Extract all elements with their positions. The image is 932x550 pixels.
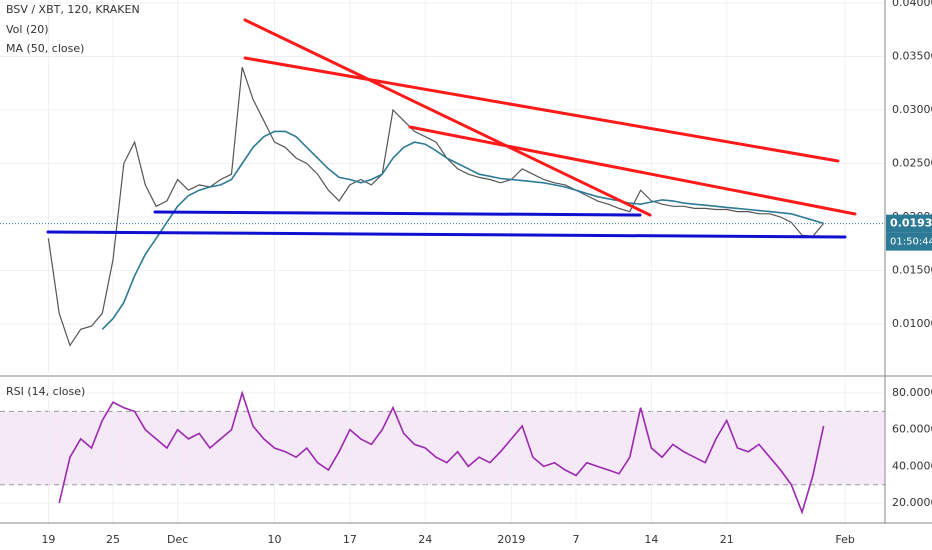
trendline [408, 125, 857, 216]
rsi-band [0, 411, 885, 485]
grid [0, 0, 885, 523]
series-line [58, 390, 825, 515]
x-tick-label: 24 [418, 533, 432, 546]
x-tick-label: 25 [106, 533, 120, 546]
trendlines [46, 18, 857, 239]
x-tick-label: 19 [41, 533, 55, 546]
rsi-title: RSI (14, close) [6, 385, 85, 398]
trendline [243, 56, 840, 163]
y-tick-label: 40.0000 [892, 459, 932, 472]
indicator-label: MA (50, close) [6, 42, 84, 55]
y-tick-label: 0.04000 [892, 0, 932, 9]
data [47, 67, 825, 515]
trendline [46, 230, 847, 239]
x-tick-label: 14 [644, 533, 658, 546]
y-tick-label: 60.0000 [892, 423, 932, 436]
y-tick-label: 80.0000 [892, 386, 932, 399]
countdown-tag [886, 232, 932, 251]
last-price-tag [886, 214, 932, 233]
countdown-label: 01:50:44 [890, 237, 932, 248]
x-tick-label: 17 [343, 533, 357, 546]
series-line [101, 130, 824, 330]
x-tick-label: Feb [835, 533, 854, 546]
x-tick-label: 21 [720, 533, 734, 546]
trendline [153, 210, 642, 217]
indicator-label: Vol (20) [6, 23, 49, 36]
x-tick-label: Dec [167, 533, 188, 546]
x-tick-label: 7 [573, 533, 580, 546]
chart-title: BSV / XBT, 120, KRAKEN [6, 3, 140, 16]
trendline [243, 18, 652, 217]
last-price-label: 0.01938 [890, 217, 932, 230]
series-line [47, 67, 825, 347]
y-tick-label: 20.0000 [892, 496, 932, 509]
x-tick-label: 10 [268, 533, 282, 546]
x-tick-label: 2019 [497, 533, 525, 546]
